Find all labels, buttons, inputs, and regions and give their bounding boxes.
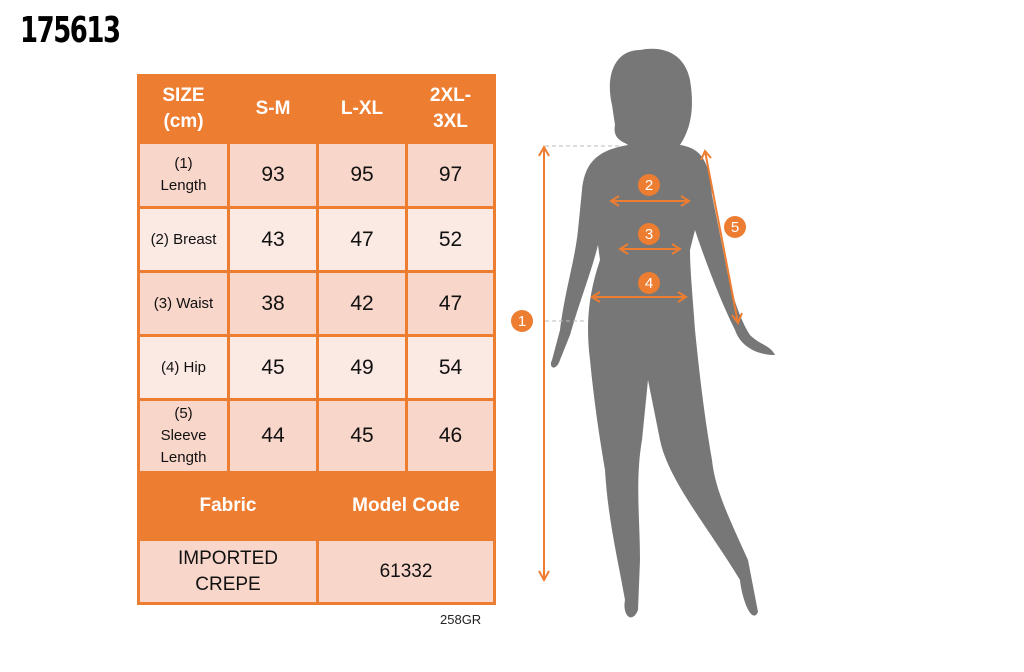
table-row: (4) Hip 45 49 54: [137, 334, 496, 401]
cell: 54: [405, 334, 496, 401]
footnote: 258GR: [440, 612, 482, 627]
cell: 38: [227, 270, 319, 337]
product-code: 175613: [20, 10, 121, 51]
table-row: (3) Waist 38 42 47: [137, 270, 496, 337]
header-row: SIZE (cm) S-M L-XL 2XL-3XL: [137, 74, 496, 144]
marker-2: 2: [645, 177, 653, 194]
header-s-m: S-M: [227, 74, 319, 144]
marker-3: 3: [645, 226, 653, 243]
cell: 43: [227, 206, 319, 273]
cell: 93: [227, 141, 319, 209]
model-code-value: 61332: [316, 538, 496, 605]
cell: 45: [227, 334, 319, 401]
marker-5: 5: [731, 219, 739, 236]
table-row: (5) Sleeve Length 44 45 46: [137, 398, 496, 474]
header-model-code: Model Code: [316, 471, 496, 541]
size-chart-table: SIZE (cm) S-M L-XL 2XL-3XL (1) Length 93…: [137, 74, 496, 605]
table-row: (2) Breast 43 47 52: [137, 206, 496, 273]
row-label: (1) Length: [137, 141, 230, 209]
marker-4: 4: [645, 275, 653, 292]
fabric-value: IMPORTED CREPE: [137, 538, 319, 605]
measurement-arrows: [538, 144, 743, 583]
header-l-xl: L-XL: [316, 74, 408, 144]
body-measurement-diagram: 1 2 3 4 5: [511, 48, 775, 618]
row-label: (3) Waist: [137, 270, 230, 337]
cell: 49: [316, 334, 408, 401]
cell: 46: [405, 398, 496, 474]
header-size: SIZE (cm): [137, 74, 230, 144]
cell: 52: [405, 206, 496, 273]
marker-1: 1: [518, 313, 526, 330]
row-label: (5) Sleeve Length: [137, 398, 230, 474]
silhouette: [550, 48, 775, 618]
cell: 95: [316, 141, 408, 209]
row-label: (2) Breast: [137, 206, 230, 273]
cell: 47: [405, 270, 496, 337]
table-row: (1) Length 93 95 97: [137, 141, 496, 209]
cell: 97: [405, 141, 496, 209]
cell: 45: [316, 398, 408, 474]
header-2xl-3xl: 2XL-3XL: [405, 74, 496, 144]
row-label: (4) Hip: [137, 334, 230, 401]
footer-header-row: Fabric Model Code: [137, 471, 496, 541]
header-fabric: Fabric: [137, 471, 319, 541]
cell: 47: [316, 206, 408, 273]
guide-lines: [545, 145, 620, 322]
measurement-markers: 1 2 3 4 5: [511, 174, 746, 332]
cell: 44: [227, 398, 319, 474]
footer-row: IMPORTED CREPE 61332: [137, 538, 496, 605]
cell: 42: [316, 270, 408, 337]
